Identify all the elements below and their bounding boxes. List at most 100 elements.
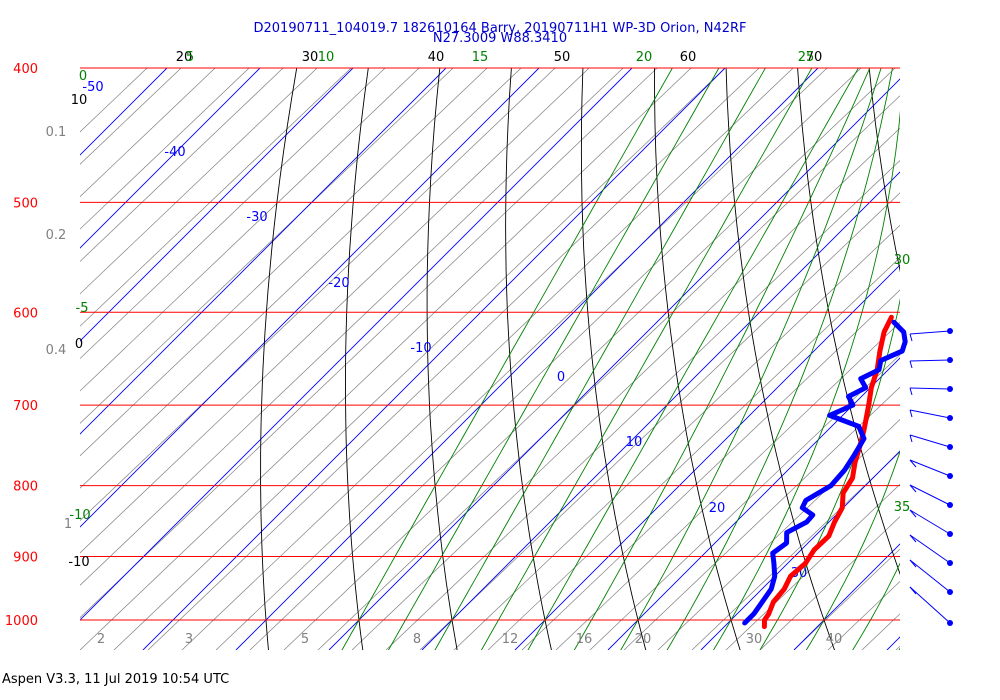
mixing-ratio-line [181,68,794,650]
mixing-ratio-line [80,68,318,295]
chart-subtitle: N27.3009 W88.3410 [433,31,567,46]
dry-adiabat-label: 40 [428,50,445,65]
isotherm-line [80,68,540,528]
isotherm-label: 20 [709,501,726,516]
dry-adiabat-label: 70 [806,50,823,65]
mixing-ratio-line [80,68,352,327]
moist-adiabat-label: 20 [636,50,653,65]
mixing-ratio-line [487,257,900,650]
wind-barb-flag [909,509,917,518]
mixing-ratio-line [725,483,900,650]
wind-barb-staff [909,586,951,624]
mixing-ratio-line [113,68,726,650]
mixing-ratio-line [759,516,900,650]
wind-barb-flag [909,586,917,595]
mixing-ratio-line [453,224,900,650]
mixing-ratio-line [215,68,828,650]
isotherm-line [607,357,900,650]
pressure-tick-label: 500 [13,196,38,211]
moist-adiabat-line [341,68,673,650]
moist-adiabat-label: 10 [318,50,335,65]
wind-barb-flag [909,484,917,493]
moist-adiabat-label: 35 [894,500,911,515]
pressure-tick-label: 900 [13,551,38,566]
moist-adiabat-line [434,68,766,650]
dry-adiabat-line [260,68,298,650]
isotherm-line [235,68,819,650]
isotherm-label: -40 [164,145,185,160]
isotherm-line [80,68,633,621]
wind-barb-flag [909,534,917,543]
mixing-ratio-line [80,68,420,392]
footer-text: Aspen V3.3, 11 Jul 2019 10:54 UTC [2,672,230,687]
mixing-ratio-line [555,321,900,650]
mixing-ratio-line [351,127,900,650]
mixing-ratio-line [80,68,454,424]
moist-adiabat-label: 5 [186,50,194,65]
mixing-ratio-line [80,68,522,489]
mixing-ratio-line [80,68,216,198]
mixing-ratio-line [623,386,900,650]
wind-barb-flag [909,409,913,418]
moist-adiabat-label: 15 [472,50,489,65]
mixing-ratio-line [793,548,900,650]
moist-adiabat-line [480,68,813,650]
moist-adiabat-line [573,68,871,650]
wind-barb-flag [909,333,913,342]
isotherm-label: -30 [246,210,267,225]
wind-barb-staff [909,559,951,593]
mixing-ratio-line [80,68,284,262]
wind-barb-staff [909,509,951,535]
isotherm-line [980,68,1000,650]
moist-adiabat-line [527,68,859,650]
mixing-ratio-line [80,68,488,457]
wind-barb-flag [909,360,913,369]
mixing-ratio-label: 16 [576,632,593,647]
mixing-ratio-line [80,68,624,586]
moist-adiabat-label: 0 [79,69,87,84]
dry-adiabat-label: 20 [176,50,193,65]
pressure-tick-label: 700 [13,399,38,414]
mixing-ratio-label: 2 [97,632,105,647]
dewpoint-profile-line [742,319,908,626]
wind-barb-staff [909,534,951,564]
mixing-ratio-line [80,68,692,650]
mixing-ratio-line [691,451,900,650]
isotherm-label: -50 [82,80,103,95]
mixing-ratio-label: 1 [64,517,72,532]
dry-adiabat-label: 10 [71,93,88,108]
dry-adiabat-line [505,68,552,650]
mixing-ratio-line [80,68,386,360]
mixing-ratio-label: 12 [502,632,519,647]
dry-adiabat-line [345,68,369,650]
mixing-ratio-line [283,68,896,650]
wind-barb-flag [909,559,917,568]
dry-adiabat-line [937,37,1000,655]
mixing-ratio-line [80,68,590,554]
isotherm-line [700,450,900,650]
dry-adiabat-line [580,68,647,650]
chart-title: D20190711_104019.7 182610164 Barry, 2019… [254,21,747,36]
mixing-ratio-label: 20 [635,632,652,647]
wind-barb-flag [909,459,917,468]
mixing-ratio-line [589,354,900,650]
moist-adiabat-line [712,110,900,650]
moist-adiabat-line [666,68,893,650]
moist-adiabat-label: -10 [69,508,90,523]
mixing-ratio-line [80,68,658,619]
isotherm-label: -20 [328,276,349,291]
dry-adiabat-label: 50 [554,50,571,65]
moist-adiabat-line [805,450,900,650]
mixing-ratio-line [317,95,900,650]
isotherm-line [886,636,900,650]
wind-barb-staff [909,459,951,477]
mixing-ratio-label: 3 [185,632,193,647]
isotherm-line [142,68,726,650]
mixing-ratio-line [80,68,556,521]
isotherm-label: -10 [410,341,431,356]
isotherm-line [793,543,900,650]
mixing-ratio-line [419,192,900,650]
mixing-ratio-label: 0.1 [46,125,67,140]
isotherm-line [80,68,447,435]
wind-barb-flag [909,387,913,396]
